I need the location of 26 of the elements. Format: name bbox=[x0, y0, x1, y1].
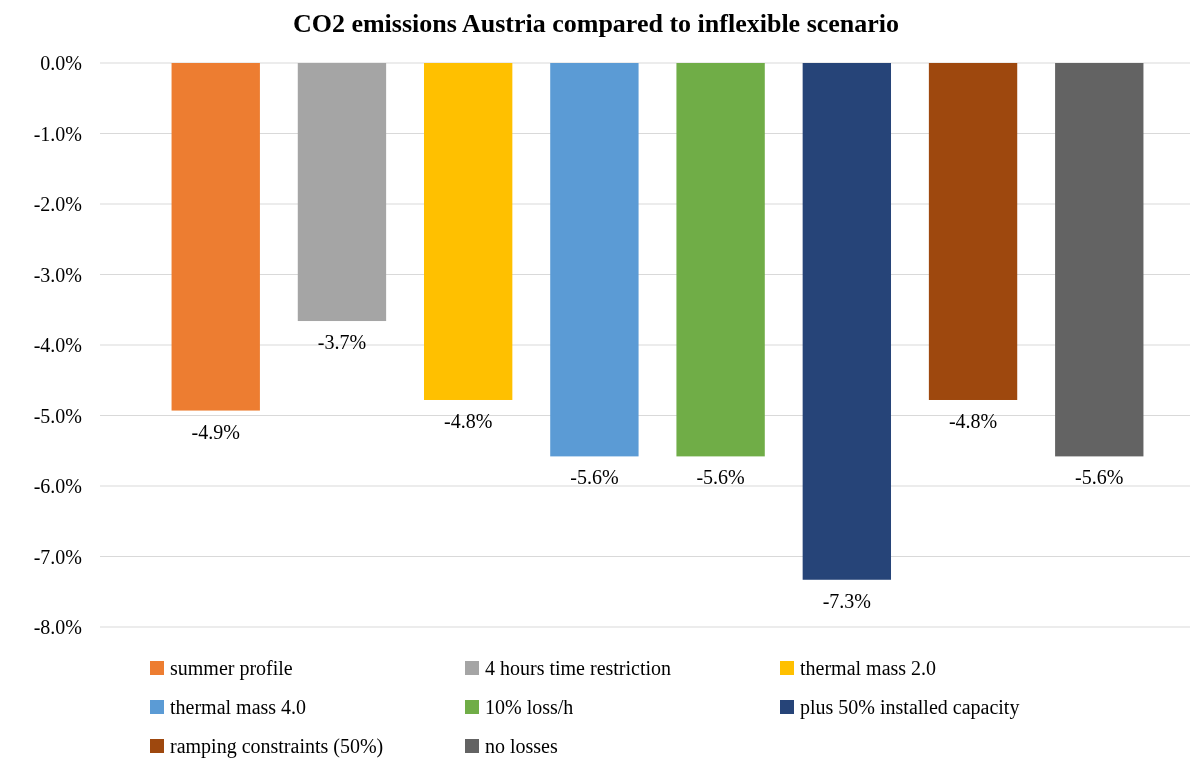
data-label: -7.3% bbox=[822, 589, 871, 612]
data-label: -4.8% bbox=[444, 409, 493, 432]
y-tick-label: -3.0% bbox=[33, 263, 82, 286]
legend-label: 10% loss/h bbox=[485, 696, 574, 718]
y-tick-label: 0.0% bbox=[40, 52, 82, 74]
y-tick-label: -6.0% bbox=[33, 475, 82, 497]
legend-label: ramping constraints (50%) bbox=[170, 735, 384, 758]
chart-title: CO2 emissions Austria compared to inflexible scenario bbox=[292, 9, 900, 38]
y-tick-label: -5.0% bbox=[33, 404, 82, 427]
data-label: -5.6% bbox=[1075, 466, 1124, 489]
y-tick-label: -4.0% bbox=[33, 334, 82, 356]
legend-label: summer profile bbox=[170, 657, 293, 680]
y-tick-label: -7.0% bbox=[33, 545, 82, 568]
data-label: -5.6% bbox=[696, 466, 745, 489]
y-tick-label: -2.0% bbox=[33, 193, 82, 215]
y-tick-label: -1.0% bbox=[33, 122, 82, 145]
legend-label: 4 hours time restriction bbox=[485, 657, 672, 679]
legend-label: thermal mass 2.0 bbox=[800, 657, 937, 679]
data-label: -5.6% bbox=[570, 466, 619, 489]
legend-label: plus 50% installed capacity bbox=[800, 696, 1020, 719]
data-label: -3.7% bbox=[317, 331, 367, 354]
y-tick-label: -8.0% bbox=[33, 616, 82, 638]
legend-label: no losses bbox=[485, 735, 558, 757]
legend-label: thermal mass 4.0 bbox=[170, 696, 307, 718]
data-label: -4.8% bbox=[948, 409, 998, 432]
data-label: -4.9% bbox=[191, 420, 240, 443]
